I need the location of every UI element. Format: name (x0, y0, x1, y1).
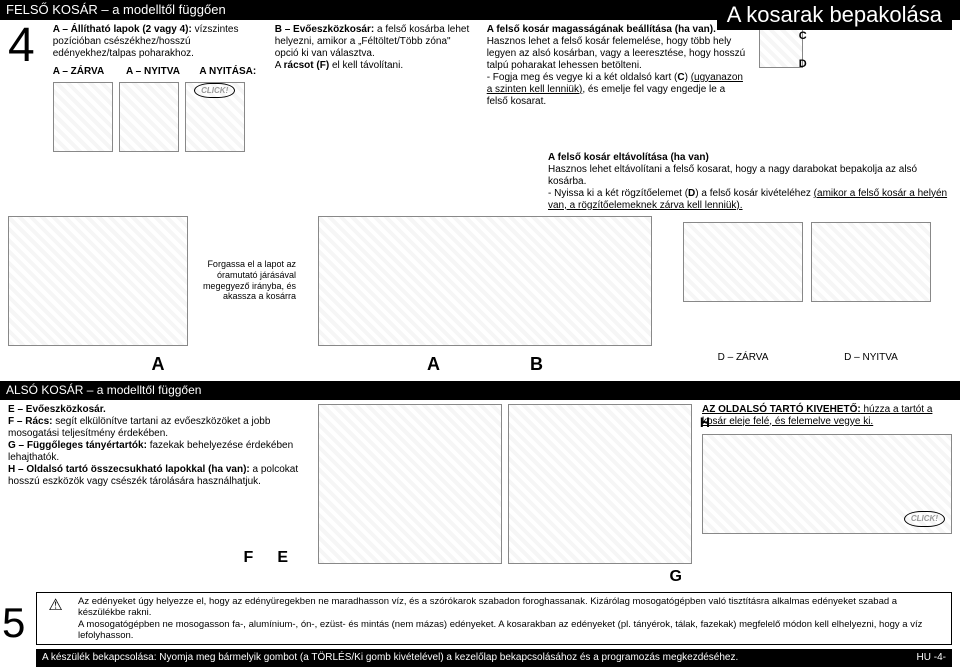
lower-mid: H G (318, 404, 692, 586)
diagram-a-opening: CLICK! (185, 82, 245, 152)
bottom-bar: A készülék bekapcsolása: Nyomja meg bárm… (36, 649, 952, 667)
diagram-a-open (119, 82, 179, 152)
d-labels-wrap: D – ZÁRVA D – NYITVA (662, 350, 952, 376)
removal-title: A felső kosár eltávolítása (ha van) (548, 152, 952, 164)
mid-section: Forgassa el a lapot az óramutató járásáv… (0, 212, 960, 350)
removal-text: A felső kosár eltávolítása (ha van) Hasz… (548, 152, 952, 212)
letter-a-wrap: A (8, 350, 308, 376)
rotate-note: Forgassa el a lapot az óramutató járásáv… (196, 259, 296, 302)
warning-p1: Az edényeket úgy helyezze el, hogy az ed… (78, 596, 945, 619)
fe-labels: F E (8, 548, 308, 567)
letter-g: G (508, 567, 692, 586)
side-holder-text: AZ OLDALSÓ TARTÓ KIVEHETŐ: húzza a tartó… (702, 404, 952, 428)
diagram-basket-ab (318, 216, 652, 346)
page-title: A kosarak bepakolása (717, 0, 952, 30)
diagram-a-closed (53, 82, 113, 152)
upper-basket-top-row: 4 A – Állítható lapok (2 vagy 4): vízszi… (0, 20, 960, 152)
f-title: F – Rács: (8, 416, 52, 427)
h-title: H – Oldalsó tartó összecsukható lapokkal… (8, 464, 250, 475)
big-basket-ab (318, 216, 652, 346)
diagram-flaps (8, 216, 188, 346)
rt-p3: - Fogja meg és vegye ki a két oldalsó ka… (487, 72, 747, 108)
letters-ab: A B (318, 354, 652, 376)
d-open-label: D – NYITVA (811, 352, 931, 364)
rt-p2: Hasznos lehet a felső kosár felemelése, … (487, 36, 747, 72)
col-a-text: A – Állítható lapok (2 vagy 4): vízszint… (53, 24, 263, 60)
cd-mini-column: C D (759, 24, 805, 152)
letters-ab-wrap: A B (318, 350, 652, 376)
state-open: A – NYITVA (126, 66, 189, 78)
column-b: B – Evőeszközkosár: a felső kosárba lehe… (275, 24, 475, 152)
column-a: A – Állítható lapok (2 vagy 4): vízszint… (53, 24, 263, 152)
click-badge-2: CLICK! (904, 511, 945, 527)
letter-h: H (700, 414, 710, 431)
d-pair (662, 222, 952, 302)
letter-a: A (8, 354, 308, 376)
rt-p1: A felső kosár magasságának beállítása (h… (487, 24, 747, 36)
warning-icon: ⚠ (43, 596, 68, 618)
letter-b: B (530, 354, 543, 376)
step5-text: A készülék bekapcsolása: Nyomja meg bárm… (42, 652, 738, 664)
g-title: G – Függőleges tányértartók: (8, 440, 147, 451)
diagram-fe (318, 404, 502, 564)
state-opening: A NYITÁSA: (199, 66, 262, 78)
letter-e: E (277, 548, 288, 567)
col-b-text: B – Evőeszközkosár: a felső kosárba lehe… (275, 24, 475, 60)
three-small-diagrams: CLICK! (53, 82, 263, 152)
letter-f: F (244, 548, 254, 567)
letter-c: C (799, 30, 807, 43)
section-number-4: 4 (8, 24, 41, 152)
section-number-5: 5 (2, 598, 25, 648)
side-holder-title: AZ OLDALSÓ TARTÓ KIVEHETŐ: (702, 404, 861, 415)
d-closed-label: D – ZÁRVA (683, 352, 803, 364)
diagram-fe-wrap (318, 404, 502, 586)
removal-p2: - Nyissa ki a két rögzítőelemet (D) a fe… (548, 188, 952, 212)
lower-region: E – Evőeszközkosár. F – Rács: segít elkü… (0, 404, 960, 586)
col-b-body2: A rácsot (F) el kell távolítani. (275, 60, 475, 72)
diagram-d-closed (683, 222, 803, 302)
col-a-title: A – Állítható lapok (2 vagy 4): (53, 24, 192, 35)
click-badge: CLICK! (194, 83, 235, 99)
warning-text: Az edényeket úgy helyezze el, hogy az ed… (78, 596, 945, 642)
letter-d: D (799, 58, 807, 71)
removal-p1: Hasznos lehet eltávolítani a felső kosar… (548, 164, 952, 188)
letter-a2: A (427, 354, 440, 376)
diagram-gh (508, 404, 692, 564)
state-closed: A – ZÁRVA (53, 66, 116, 78)
d-labels: D – ZÁRVA D – NYITVA (662, 352, 952, 364)
right-top-text: A felső kosár magasságának beállítása (h… (487, 24, 747, 152)
col-b-title: B – Evőeszközkosár: (275, 24, 375, 35)
lower-basket-header: ALSÓ KOSÁR – a modelltől függően (0, 381, 960, 399)
diagram-d-open (811, 222, 931, 302)
diagram-side-holder: CLICK! (702, 434, 952, 534)
page-footer: HU -4- (917, 652, 946, 664)
d-pair-col (662, 216, 952, 346)
diagram-gh-wrap: H G (508, 404, 692, 586)
lower-right: AZ OLDALSÓ TARTÓ KIVEHETŐ: húzza a tartó… (702, 404, 952, 586)
warning-box: ⚠ Az edényeket úgy helyezze el, hogy az … (36, 592, 952, 646)
lower-left-text: E – Evőeszközkosár. F – Rács: segít elkü… (8, 404, 308, 586)
letters-row-wrap: A A B D – ZÁRVA D – NYITVA (0, 350, 960, 376)
e-title: E – Evőeszközkosár. (8, 404, 106, 415)
state-row: A – ZÁRVA A – NYITVA A NYITÁSA: (53, 66, 263, 78)
warning-p2: A mosogatógépben ne mosogasson fa-, alum… (78, 619, 945, 642)
removal-text-row: A felső kosár eltávolítása (ha van) Hasz… (0, 152, 960, 212)
mid-left: Forgassa el a lapot az óramutató járásáv… (8, 216, 308, 346)
